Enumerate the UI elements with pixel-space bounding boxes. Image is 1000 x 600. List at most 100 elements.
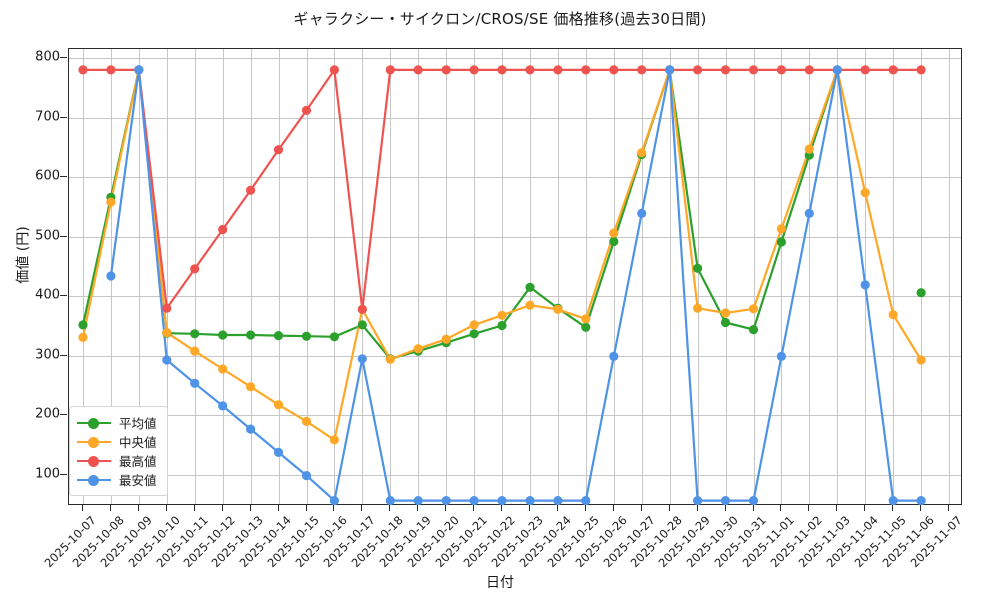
legend-item-1[interactable]: 平均値	[77, 413, 157, 432]
y-axis-tick-label: 200	[35, 406, 60, 422]
series-marker	[106, 197, 116, 207]
y-axis-label: 価値 (円)	[15, 226, 32, 284]
series-marker	[134, 65, 144, 75]
gridline-vertical	[83, 49, 84, 504]
gridline-horizontal	[69, 355, 961, 357]
x-axis-tick-mark	[752, 505, 754, 511]
series-marker	[273, 447, 284, 457]
series-line	[81, 68, 923, 441]
gridline-horizontal	[69, 117, 961, 119]
series-marker	[497, 310, 507, 320]
x-axis-tick-mark	[556, 505, 558, 511]
series-marker	[581, 314, 591, 324]
series-marker	[637, 65, 647, 75]
y-axis-tick-label: 300	[35, 347, 60, 363]
legend-swatch	[77, 474, 111, 486]
series-marker	[218, 364, 228, 374]
gridline-vertical	[641, 49, 643, 504]
series-marker	[720, 496, 731, 506]
series-marker	[246, 424, 256, 434]
series-marker	[916, 496, 926, 506]
series-marker	[888, 65, 898, 75]
x-axis-tick-mark	[473, 505, 475, 511]
y-axis-tick-label: 500	[35, 228, 60, 244]
series-marker	[218, 401, 228, 411]
series-marker	[190, 346, 200, 356]
series-marker	[497, 496, 507, 506]
series-marker	[162, 303, 172, 313]
legend-label: 平均値	[119, 416, 157, 431]
series-marker	[748, 304, 759, 314]
series-marker	[78, 65, 88, 75]
plot-area	[68, 48, 962, 506]
series-marker	[637, 148, 647, 158]
x-axis-tick-mark	[305, 505, 307, 511]
series-marker	[162, 355, 172, 365]
series-marker	[609, 65, 619, 75]
series-marker	[190, 378, 200, 388]
x-axis-tick-mark	[361, 505, 363, 511]
gridline-horizontal	[69, 296, 961, 298]
series-marker	[329, 332, 339, 342]
series-marker	[246, 330, 256, 340]
series-marker	[693, 303, 703, 313]
x-axis-tick-mark	[948, 505, 949, 511]
y-axis-tick-label: 100	[35, 466, 60, 482]
gridline-vertical	[753, 49, 755, 504]
gridline-horizontal	[69, 177, 961, 179]
series-marker	[637, 208, 647, 218]
series-marker	[553, 304, 563, 314]
series-marker	[469, 496, 479, 506]
series-marker	[385, 65, 395, 75]
legend-item-4[interactable]: 最安値	[77, 470, 157, 489]
series-line	[109, 68, 923, 502]
series-marker	[357, 354, 367, 364]
y-axis-tick-mark	[60, 295, 67, 297]
series-marker	[273, 400, 284, 410]
series-marker	[832, 65, 842, 75]
series-marker	[441, 496, 451, 506]
series-marker	[469, 329, 479, 339]
x-axis-tick-mark	[165, 505, 167, 511]
series-marker	[246, 185, 256, 195]
series-marker	[553, 496, 563, 506]
series-marker	[413, 496, 423, 506]
y-axis-tick-mark	[60, 116, 67, 118]
series-marker	[469, 65, 479, 75]
gridline-horizontal	[69, 236, 961, 238]
x-axis-tick-mark	[892, 505, 894, 511]
gridline-horizontal	[69, 475, 961, 476]
y-axis-tick-mark	[60, 354, 67, 356]
x-axis-tick-mark	[109, 505, 111, 511]
series-marker	[553, 65, 563, 75]
series-marker	[804, 208, 814, 218]
x-axis-label: 日付	[486, 575, 514, 591]
legend-swatch	[77, 417, 111, 429]
gridline-vertical	[893, 49, 895, 504]
series-marker	[525, 65, 535, 75]
series-marker	[860, 280, 870, 290]
x-axis-tick-mark	[529, 505, 530, 511]
y-axis-tick-mark	[60, 176, 67, 178]
gridline-vertical	[557, 49, 559, 504]
series-marker	[106, 65, 116, 75]
x-axis-tick-mark	[82, 505, 83, 511]
series-marker	[273, 145, 284, 155]
gridline-vertical	[474, 49, 476, 504]
series-marker	[190, 264, 200, 274]
y-axis-tick-label: 700	[35, 109, 60, 125]
series-marker	[162, 328, 172, 338]
series-marker	[218, 224, 228, 235]
gridline-vertical	[669, 49, 671, 504]
legend-label: 中央値	[119, 435, 157, 450]
series-marker	[748, 496, 759, 506]
legend-item-2[interactable]: 中央値	[77, 432, 157, 451]
series-marker	[357, 304, 367, 314]
series-marker	[273, 331, 284, 341]
series-marker	[441, 334, 451, 344]
legend-item-3[interactable]: 最高値	[77, 451, 157, 470]
x-axis-tick-mark	[389, 505, 391, 511]
x-axis-tick-mark	[193, 505, 195, 511]
series-marker	[329, 435, 339, 445]
gridline-vertical	[306, 49, 308, 504]
